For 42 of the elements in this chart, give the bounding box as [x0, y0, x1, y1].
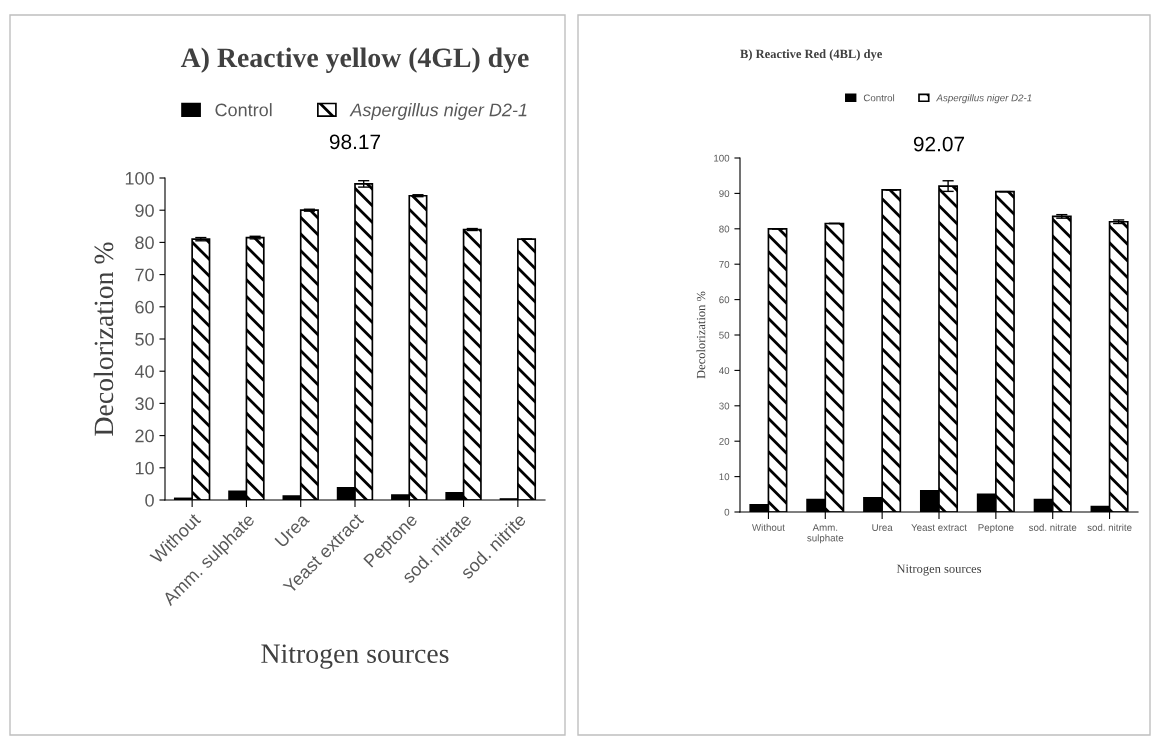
- y-axis-title: Decolorization %: [696, 291, 706, 379]
- y-tick-label: 30: [719, 402, 730, 410]
- x-tick-label: Urea: [274, 512, 311, 548]
- legend-label: Aspergillus niger D2-1: [349, 103, 527, 120]
- y-tick-label: 100: [125, 171, 154, 185]
- y-tick-label: 10: [719, 473, 730, 481]
- chart-title: B) Reactive Red (4BL) dye: [740, 49, 883, 61]
- x-tick-label: Amm. sulphate: [807, 524, 844, 544]
- y-tick-label: 40: [134, 365, 154, 378]
- y-tick-label: 80: [135, 236, 154, 250]
- y-tick-label: 20: [135, 429, 154, 443]
- y-tick-label: 90: [135, 204, 154, 217]
- x-axis-title: Nitrogen sources: [261, 644, 449, 669]
- y-tick-label: 40: [718, 367, 730, 375]
- y-tick-label: 60: [135, 300, 154, 314]
- x-tick-label: sod. nitrite: [1087, 523, 1132, 531]
- annotation: 98.17: [329, 134, 381, 150]
- y-tick-label: 0: [145, 493, 154, 507]
- y-tick-label: 50: [135, 332, 154, 346]
- y-tick-label: 10: [135, 461, 154, 475]
- x-tick-label: Without: [751, 523, 785, 531]
- y-tick-label: 60: [719, 296, 730, 304]
- x-axis-title: Nitrogen sources: [896, 564, 982, 576]
- y-tick-label: 0: [724, 508, 730, 516]
- y-axis-title: Decolorization %: [93, 242, 114, 436]
- annotation: 92.07: [913, 136, 965, 152]
- x-tick-label: Yeast extract: [911, 524, 967, 531]
- y-tick-label: 80: [719, 225, 730, 233]
- y-tick-label: 100: [714, 154, 730, 162]
- legend-label: Control: [863, 94, 895, 102]
- y-tick-label: 30: [135, 397, 154, 411]
- x-tick-label: Urea: [872, 524, 893, 531]
- y-tick-label: 70: [135, 268, 154, 282]
- y-tick-label: 70: [719, 260, 730, 268]
- legend-label: Control: [215, 103, 272, 117]
- y-tick-label: 50: [719, 331, 730, 339]
- y-tick-label: 90: [719, 190, 730, 198]
- legend-label: Aspergillus niger D2-1: [936, 94, 1032, 104]
- x-tick-label: Peptone: [978, 524, 1014, 533]
- x-tick-label: sod. nitrate: [1028, 523, 1077, 531]
- y-tick-label: 20: [719, 437, 730, 445]
- chart-title: A) Reactive yellow (4GL) dye: [180, 47, 529, 73]
